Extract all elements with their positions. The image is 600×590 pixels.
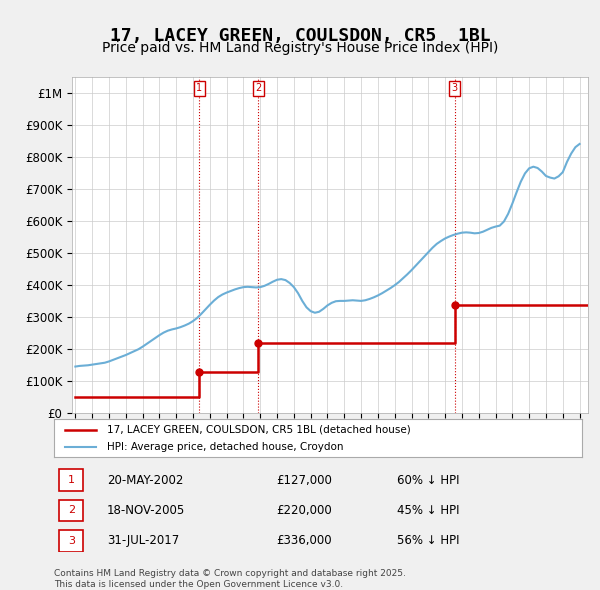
Text: 17, LACEY GREEN, COULSDON, CR5 1BL (detached house): 17, LACEY GREEN, COULSDON, CR5 1BL (deta… — [107, 425, 410, 435]
Text: 31-JUL-2017: 31-JUL-2017 — [107, 534, 179, 547]
Text: 1: 1 — [68, 476, 75, 486]
Text: 18-NOV-2005: 18-NOV-2005 — [107, 504, 185, 517]
Text: 45% ↓ HPI: 45% ↓ HPI — [397, 504, 460, 517]
FancyBboxPatch shape — [59, 470, 83, 491]
Text: £336,000: £336,000 — [276, 534, 331, 547]
Text: 3: 3 — [68, 536, 75, 546]
Text: 1: 1 — [196, 83, 202, 93]
Text: 20-MAY-2002: 20-MAY-2002 — [107, 474, 183, 487]
Text: 2: 2 — [255, 83, 262, 93]
Text: 60% ↓ HPI: 60% ↓ HPI — [397, 474, 460, 487]
Text: Price paid vs. HM Land Registry's House Price Index (HPI): Price paid vs. HM Land Registry's House … — [102, 41, 498, 55]
Text: 2: 2 — [68, 506, 75, 516]
Text: Contains HM Land Registry data © Crown copyright and database right 2025.
This d: Contains HM Land Registry data © Crown c… — [54, 569, 406, 589]
Text: 56% ↓ HPI: 56% ↓ HPI — [397, 534, 460, 547]
FancyBboxPatch shape — [59, 500, 83, 522]
Text: 17, LACEY GREEN, COULSDON, CR5  1BL: 17, LACEY GREEN, COULSDON, CR5 1BL — [110, 27, 490, 45]
FancyBboxPatch shape — [59, 530, 83, 552]
Text: 3: 3 — [452, 83, 458, 93]
Text: £127,000: £127,000 — [276, 474, 332, 487]
Text: £220,000: £220,000 — [276, 504, 332, 517]
Text: HPI: Average price, detached house, Croydon: HPI: Average price, detached house, Croy… — [107, 441, 343, 451]
